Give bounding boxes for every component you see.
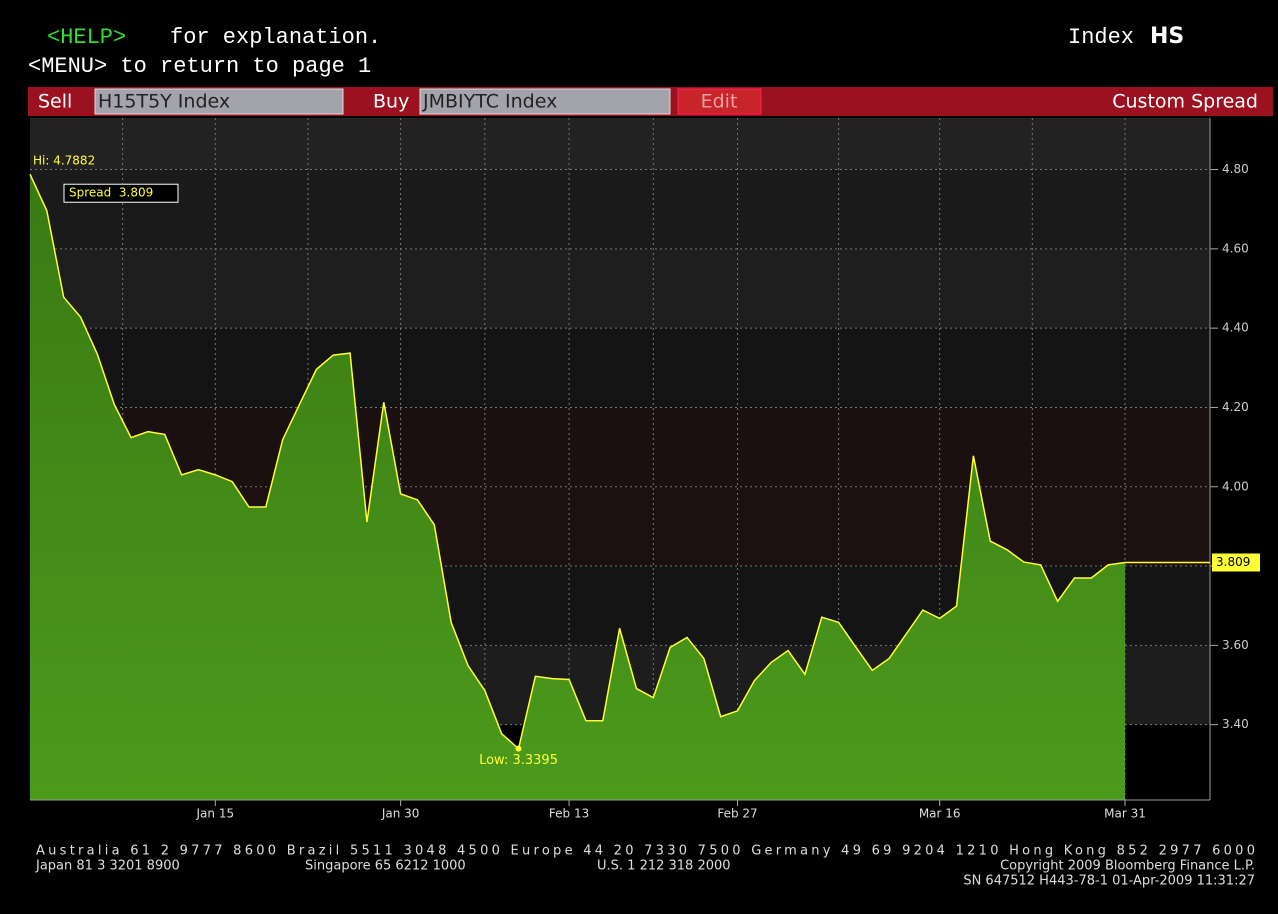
plot-band xyxy=(30,328,1210,408)
buy-value[interactable]: JMBIYTC Index xyxy=(422,91,557,113)
sell-input[interactable] xyxy=(94,88,344,115)
spread-box xyxy=(63,183,179,203)
spread-line xyxy=(29,173,1126,751)
low-label: Low: 3.3395 xyxy=(479,753,558,768)
buy-label: Buy xyxy=(373,91,409,113)
plot-band xyxy=(30,248,1210,329)
spread-label: Spread 3.809 xyxy=(69,186,153,200)
x-tick-label: Mar 31 xyxy=(1104,807,1146,821)
last-label: 3.809 xyxy=(1216,555,1250,569)
x-tick-label: Feb 27 xyxy=(717,807,757,821)
y-tick-label: 3.40 xyxy=(1222,717,1249,731)
low-dot xyxy=(515,745,522,752)
footer-us: U.S. 1 212 318 2000 xyxy=(597,859,731,874)
plot-band xyxy=(30,169,1210,249)
sell-label: Sell xyxy=(38,91,72,113)
plot-band xyxy=(30,407,1210,487)
x-tick-label: Feb 13 xyxy=(549,807,589,821)
sell-value[interactable]: H15T5Y Index xyxy=(98,91,230,113)
help-key[interactable]: <HELP> xyxy=(47,25,126,50)
y-tick-label: 4.00 xyxy=(1222,479,1249,493)
footer-singapore: Singapore 65 6212 1000 xyxy=(305,859,466,874)
y-tick-label: 3.60 xyxy=(1222,638,1249,652)
footer-japan: Japan 81 3 3201 8900 xyxy=(35,859,180,874)
index-code: HS xyxy=(1150,24,1184,49)
chart-title: Custom Spread xyxy=(1112,91,1258,113)
edit-label[interactable]: Edit xyxy=(701,91,738,113)
x-tick-label: Mar 16 xyxy=(919,807,961,821)
area-fill xyxy=(30,174,1125,800)
last-box xyxy=(1212,553,1260,572)
y-tick-label: 4.40 xyxy=(1222,321,1249,335)
footer-copyright: Copyright 2009 Bloomberg Finance L.P. xyxy=(1000,859,1255,874)
footer-serial: SN 647512 H443-78-1 01-Apr-2009 11:31:27 xyxy=(963,874,1255,889)
help-text: for explanation. xyxy=(170,25,381,50)
y-tick-label: 4.20 xyxy=(1222,400,1249,414)
menu-text[interactable]: <MENU> to return to page 1 xyxy=(28,54,371,79)
x-tick-label: Jan 15 xyxy=(196,807,235,821)
buy-input[interactable] xyxy=(419,88,671,115)
index-label: Index xyxy=(1068,25,1134,50)
hi-label: Hi: 4.7882 xyxy=(33,154,95,168)
plot-band xyxy=(30,118,1210,170)
x-tick-label: Jan 30 xyxy=(381,807,420,821)
y-tick-label: 4.60 xyxy=(1222,241,1249,255)
edit-button[interactable] xyxy=(677,88,762,115)
y-tick-label: 4.80 xyxy=(1222,162,1249,176)
